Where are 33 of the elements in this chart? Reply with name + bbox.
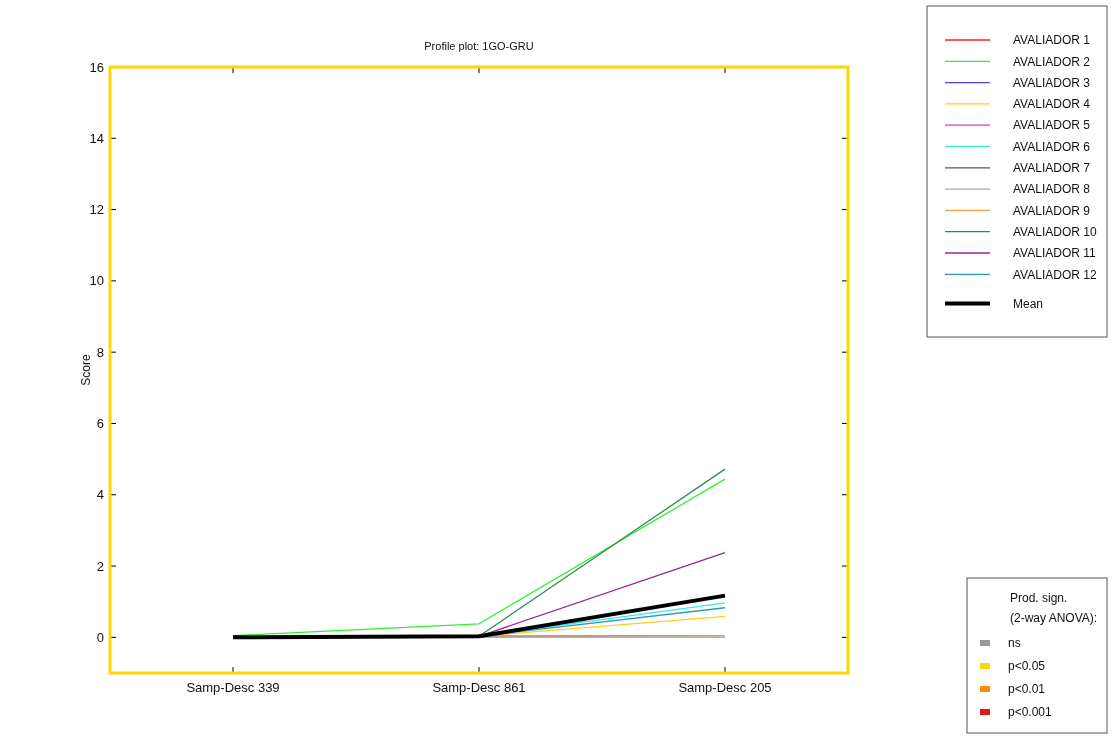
- x-tick-label: Samp-Desc 861: [432, 680, 526, 695]
- legend-label: Mean: [1013, 296, 1044, 311]
- legend-label: AVALIADOR 3: [1013, 75, 1091, 90]
- x-tick-label: Samp-Desc 339: [186, 680, 280, 695]
- text: p<0.001: [1008, 705, 1053, 720]
- text: Prod. sign.: [1010, 591, 1068, 606]
- y-tick-label: 4: [96, 487, 104, 503]
- legend-label: AVALIADOR 5: [1013, 118, 1091, 133]
- y-axis-title: Score: [79, 354, 93, 386]
- y-tick-label: 6: [96, 416, 104, 432]
- y-tick-label: 16: [89, 59, 104, 75]
- x-tick-label: Samp-Desc 205: [678, 680, 772, 695]
- legend-label: AVALIADOR 8: [1013, 182, 1091, 197]
- legend-label: AVALIADOR 10: [1013, 224, 1097, 239]
- legend-label: AVALIADOR 7: [1013, 161, 1091, 175]
- y-tick-label: 12: [89, 202, 104, 218]
- text: p<0.05: [1008, 659, 1046, 674]
- text: (2-way ANOVA):: [1010, 611, 1098, 626]
- legend-label: AVALIADOR 12: [1013, 267, 1097, 282]
- text: ns: [1008, 636, 1021, 651]
- legend-label: AVALIADOR 9: [1013, 203, 1091, 218]
- legend-label: AVALIADOR 2: [1013, 54, 1091, 69]
- y-tick-label: 0: [96, 629, 104, 645]
- y-tick-label: 14: [89, 130, 104, 146]
- legend-label: AVALIADOR 6: [1013, 139, 1091, 154]
- text: p<0.01: [1008, 682, 1046, 697]
- legend-label: AVALIADOR 11: [1013, 246, 1097, 261]
- y-tick-label: 8: [96, 344, 104, 360]
- legend-label: AVALIADOR 4: [1013, 97, 1091, 112]
- y-tick-label: 2: [96, 558, 104, 574]
- chart-title: Profile plot: 1GO-GRU: [424, 40, 534, 52]
- y-tick-label: 10: [89, 273, 104, 289]
- legend-label: AVALIADOR 1: [1013, 33, 1091, 48]
